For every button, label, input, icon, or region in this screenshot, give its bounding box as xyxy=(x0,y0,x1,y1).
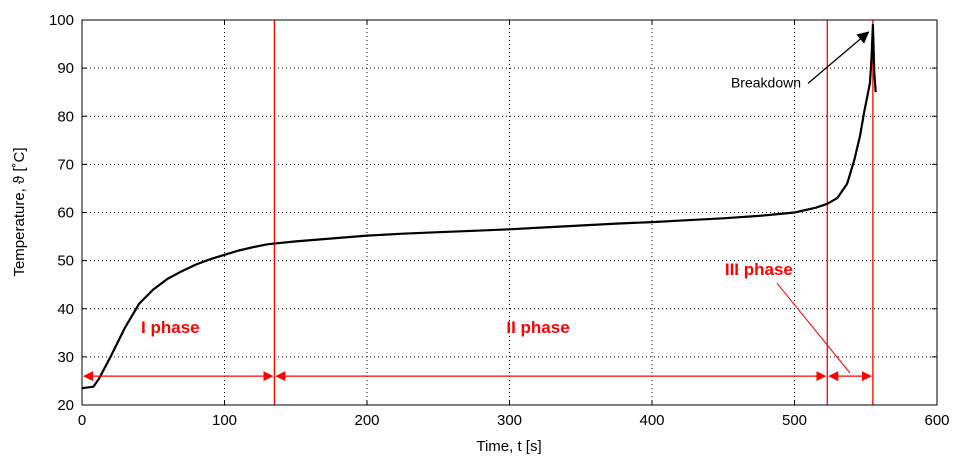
y-tick-label: 70 xyxy=(57,156,74,173)
y-tick-label: 50 xyxy=(57,253,74,270)
x-tick-label: 100 xyxy=(212,412,237,429)
breakdown-arrow xyxy=(807,31,870,84)
data-layer xyxy=(81,23,877,390)
y-tick-label: 100 xyxy=(49,12,74,29)
x-tick-label: 0 xyxy=(78,412,86,429)
x-tick-label: 600 xyxy=(924,412,949,429)
phase-boundaries xyxy=(273,20,874,405)
phase-label: I phase xyxy=(141,318,200,337)
x-tick-label: 300 xyxy=(497,412,522,429)
axis-ticks: 0 100 200 300 400 500 600 20 30 40 50 60 70 80 90 100 xyxy=(49,12,950,429)
phase-label: III phase xyxy=(725,260,793,279)
y-tick-label: 60 xyxy=(57,205,74,222)
y-tick-label: 30 xyxy=(57,349,74,366)
y-tick-label: 20 xyxy=(57,397,74,414)
y-tick-label: 40 xyxy=(57,301,74,318)
phase-iii-leader-line xyxy=(776,282,851,374)
breakdown-label: Breakdown xyxy=(731,74,801,90)
phase-label: II phase xyxy=(506,318,569,337)
x-tick-label: 200 xyxy=(354,412,379,429)
temperature-series-line xyxy=(81,23,877,390)
y-tick-label: 80 xyxy=(57,108,74,125)
y-tick-label: 90 xyxy=(57,60,74,77)
annotation-layer: I phase II phase III phase Breakdown xyxy=(141,31,870,374)
x-tick-label: 400 xyxy=(639,412,664,429)
x-tick-label: 500 xyxy=(782,412,807,429)
y-axis-label: Temperature, ϑ [˚C] xyxy=(11,147,28,276)
x-axis-label: Time, t [s] xyxy=(476,438,541,455)
